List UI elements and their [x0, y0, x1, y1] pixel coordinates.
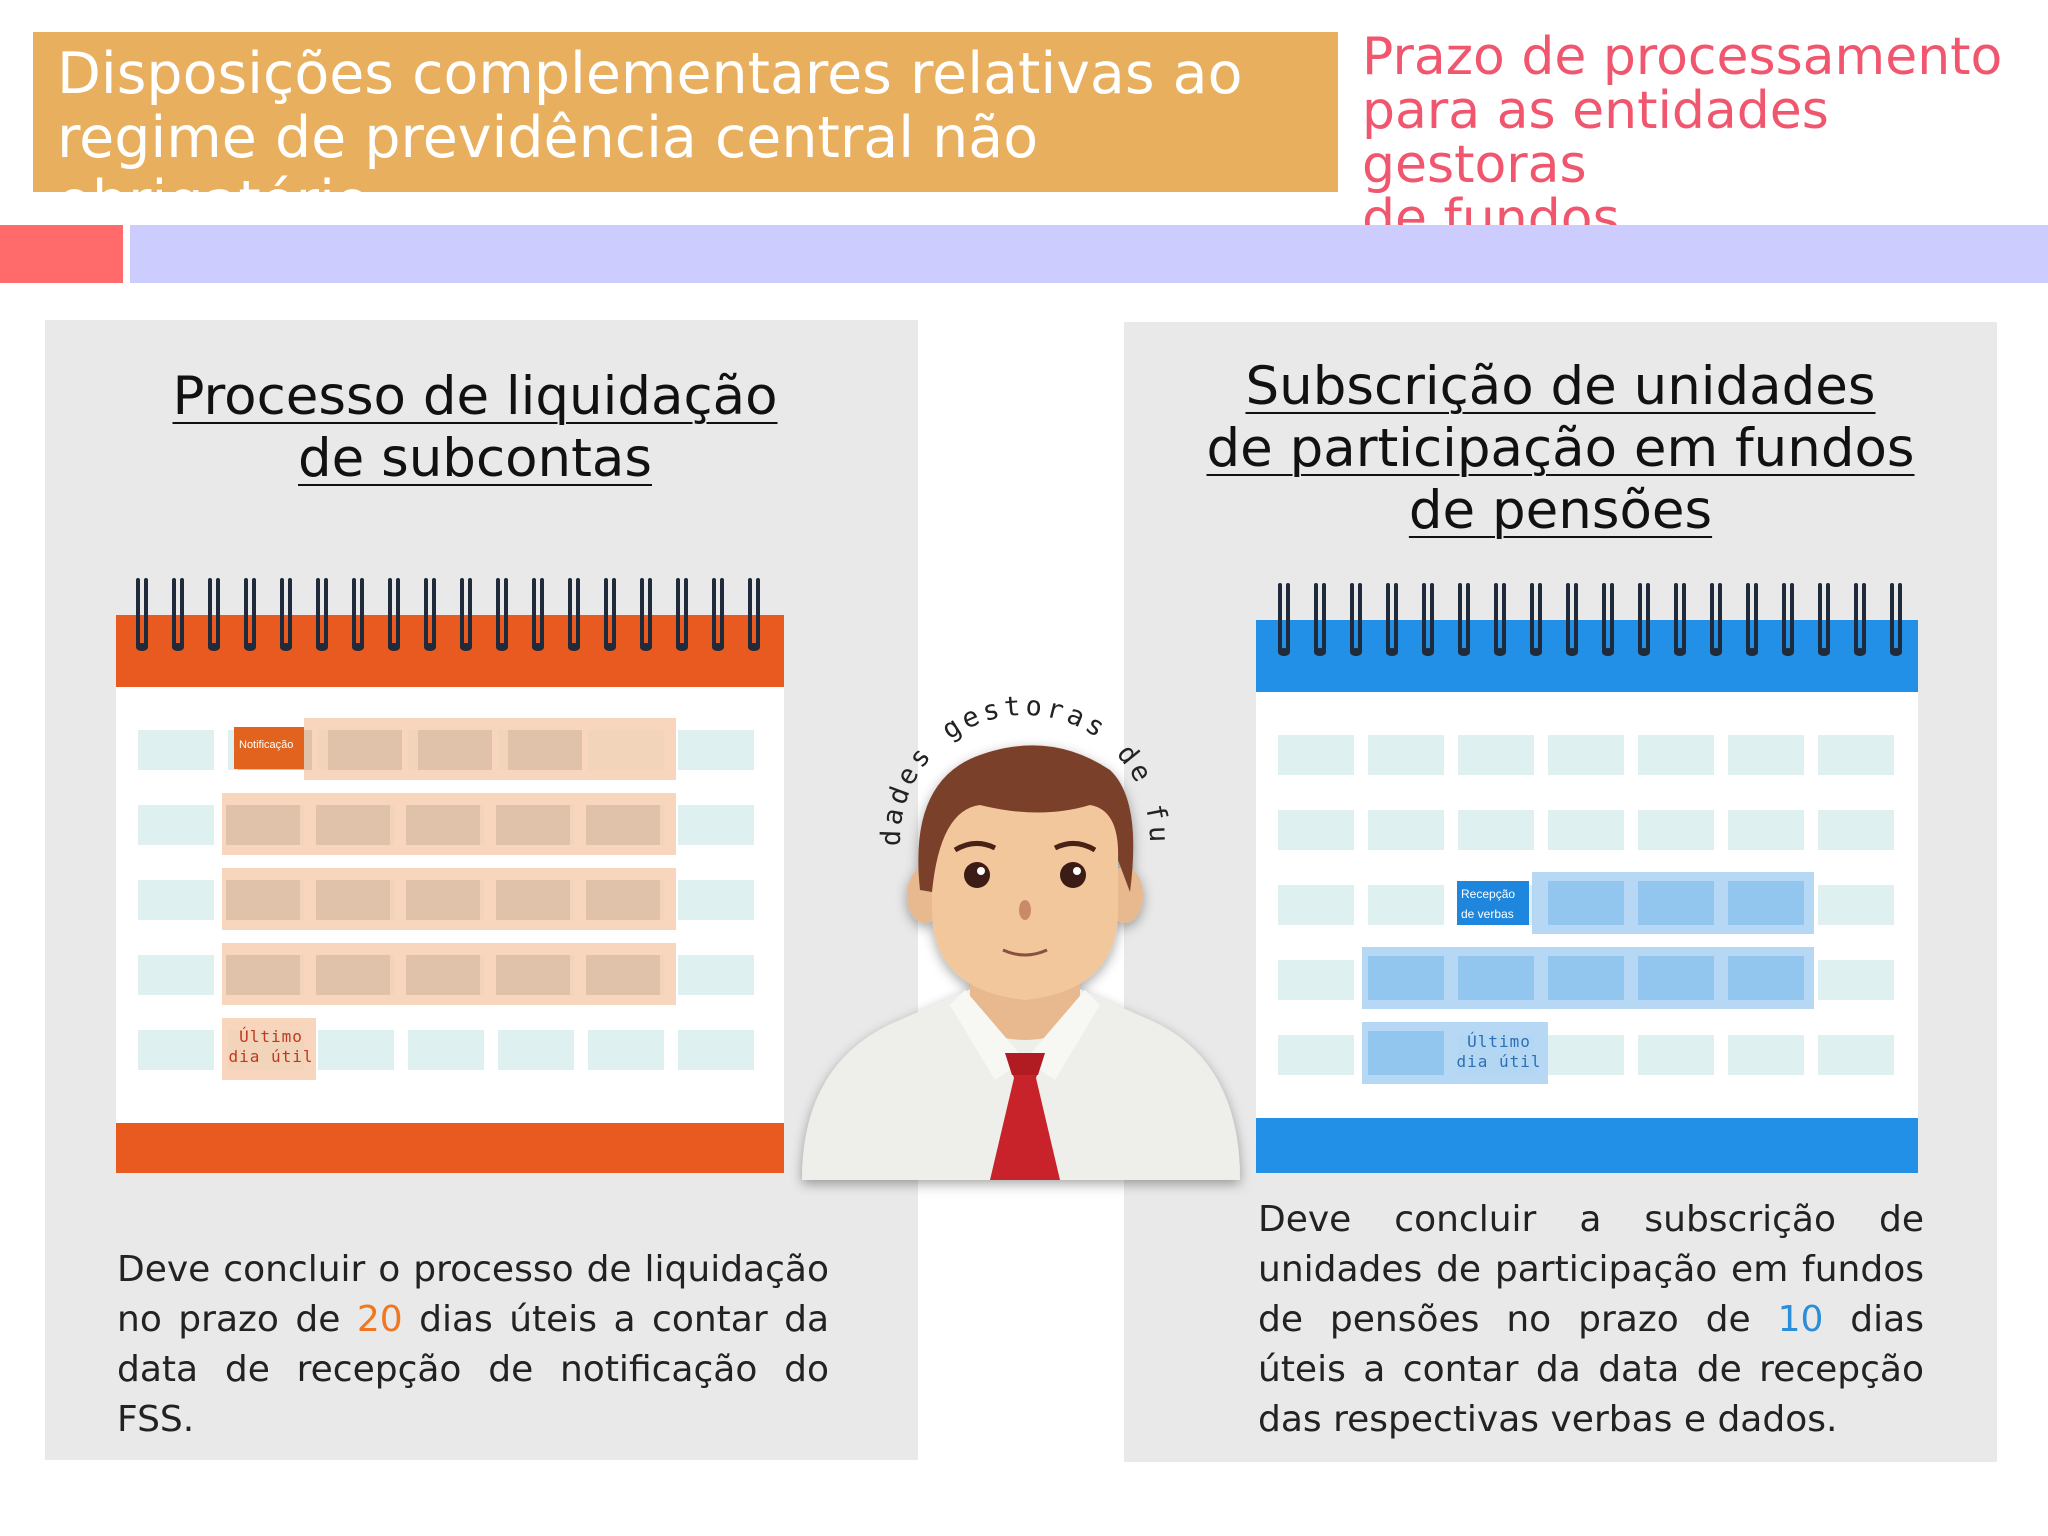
page-subtitle: Prazo de processamento para as entidades…: [1362, 30, 2042, 246]
left-description: Deve concluir o processo de liquidação n…: [117, 1249, 830, 1440]
left-calendar-end-label: Último dia útil: [228, 1027, 314, 1066]
divider-accent-red: [0, 225, 123, 283]
person-avatar: Entidades gestoras de fundos: [780, 636, 1260, 1200]
divider-accent-lilac: [130, 225, 2048, 283]
page-title: Disposições complementares relativas ao …: [57, 42, 1327, 234]
page-title-line-2: regime de previdência central não obriga…: [57, 105, 1039, 235]
calendar-orange-icon: [116, 578, 784, 1173]
left-title-line-2: de subcontas: [298, 428, 652, 489]
right-calendar: Recepção de verbas Último dia útil: [1256, 580, 1918, 1180]
page-title-line-1: Disposições complementares relativas ao: [57, 41, 1243, 107]
left-calendar: Notificação Último dia útil: [116, 575, 784, 1175]
right-days-number: 10: [1777, 1299, 1824, 1340]
left-days-number: 20: [356, 1299, 403, 1340]
right-calendar-end-label: Último dia útil: [1456, 1032, 1542, 1071]
right-panel-title: Subscrição de unidades de participação e…: [1124, 356, 1997, 542]
title-banner: Disposições complementares relativas ao …: [33, 32, 1338, 234]
person-avatar-icon: Entidades gestoras de fundos: [780, 636, 1240, 1180]
left-title-line-1: Processo de liquidação: [172, 366, 778, 427]
right-calendar-start-label: Recepção de verbas: [1461, 887, 1516, 921]
right-title-line-3: de pensões: [1408, 480, 1713, 541]
subtitle-line-1: Prazo de processamento: [1362, 27, 2003, 87]
subtitle-line-2: para as entidades gestoras: [1362, 81, 1829, 195]
right-title-line-2: de participação em fundos: [1206, 418, 1915, 479]
left-panel-title: Processo de liquidação de subcontas: [45, 366, 905, 490]
calendar-blue-icon: [1256, 583, 1918, 1173]
right-description: Deve concluir a subscrição de unidades d…: [1258, 1199, 1924, 1440]
left-calendar-start-label: Notificação: [239, 739, 294, 751]
right-title-line-1: Subscrição de unidades: [1245, 356, 1876, 417]
